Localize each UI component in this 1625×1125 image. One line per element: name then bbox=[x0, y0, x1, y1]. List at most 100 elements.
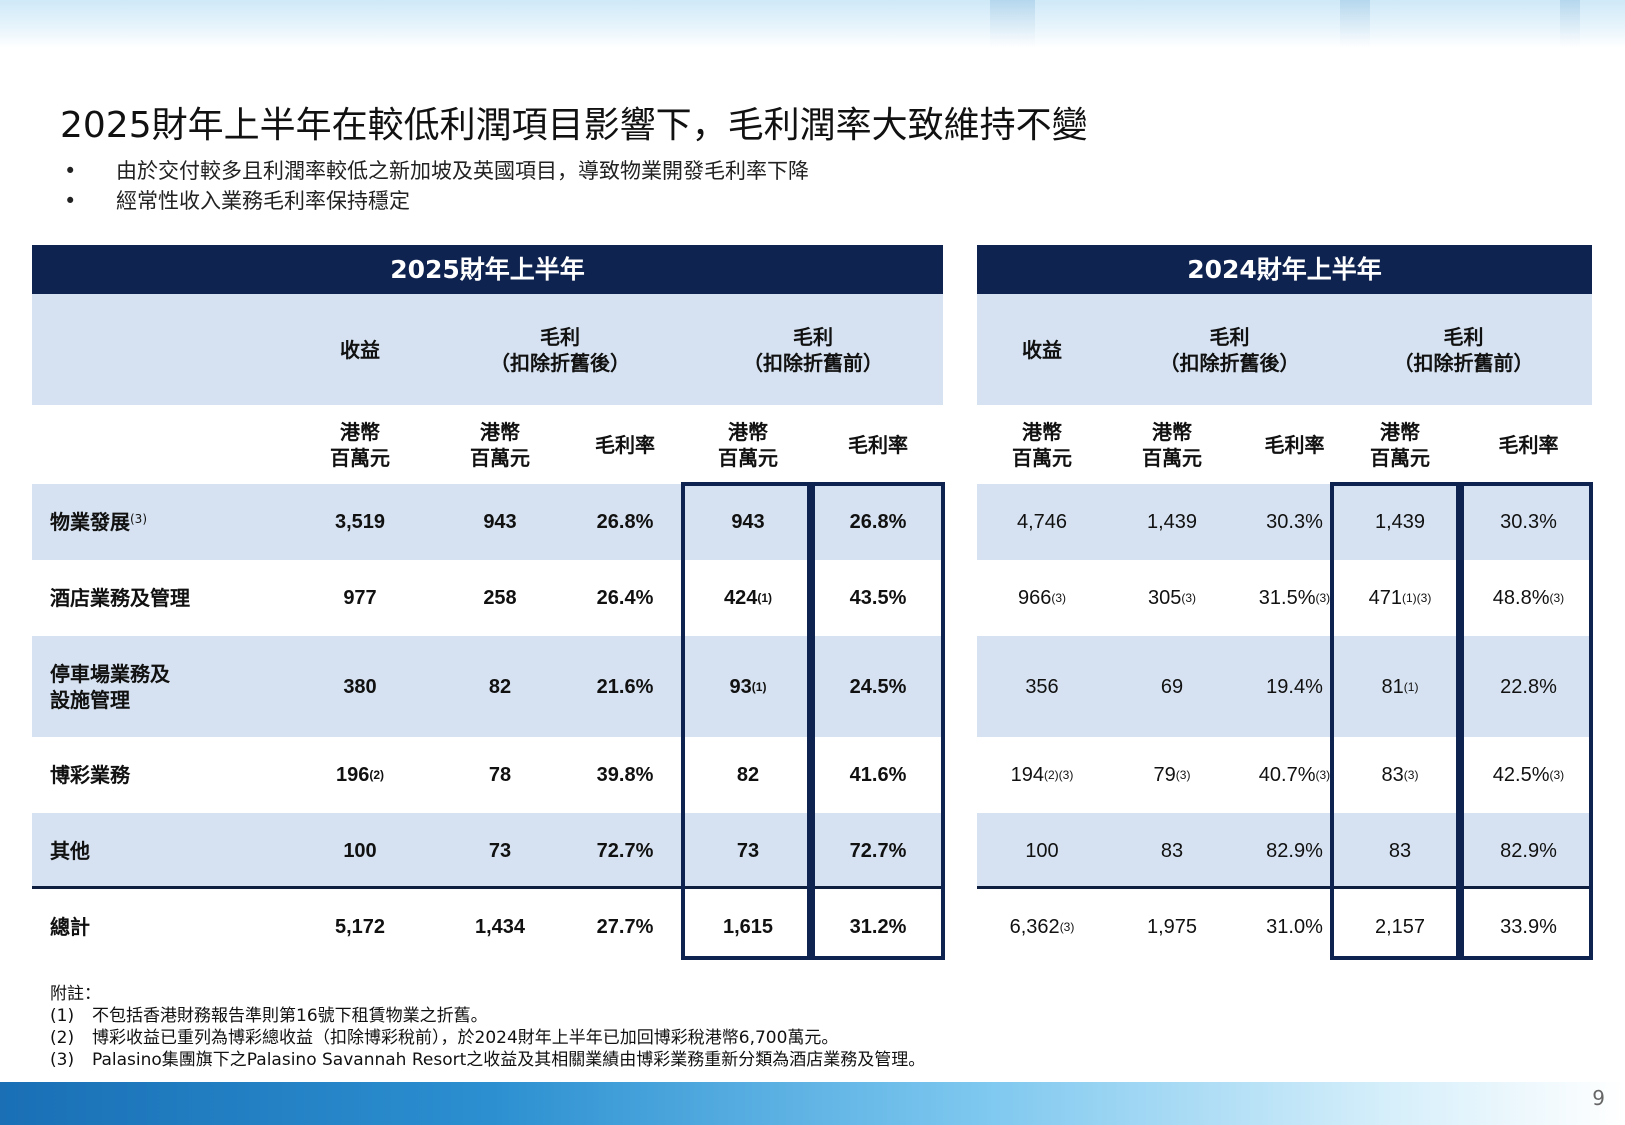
value-cell-fy25: 31.2% bbox=[849, 916, 907, 938]
bullet-item: • 由於交付較多且利潤率較低之新加坡及英國項目，導致物業開發毛利率下降 bbox=[64, 156, 809, 186]
header-gp-after-fy24: 毛利 （扣除折舊後） bbox=[1159, 324, 1300, 375]
value-cell-fy25: 26.4% bbox=[596, 587, 654, 609]
value-cell-fy25: 72.7% bbox=[596, 839, 654, 862]
header-revenue-fy24: 收益 bbox=[1022, 337, 1062, 362]
banner-block bbox=[1560, 0, 1580, 48]
row-band bbox=[32, 636, 943, 737]
row-label: 物業發展(3) bbox=[50, 510, 147, 534]
period-header-fy25: 2025財年上半年 bbox=[32, 245, 943, 294]
value-cell-fy25: 43.5% bbox=[849, 587, 907, 609]
row-band bbox=[32, 813, 943, 888]
value-cell-fy24: 305 (3) bbox=[1147, 587, 1197, 609]
value-cell-fy24: 69 bbox=[1160, 675, 1184, 698]
total-separator bbox=[977, 886, 1592, 889]
value-cell-fy25: 943 bbox=[483, 511, 517, 533]
value-cell-fy24: 194 (2)(3) bbox=[1010, 764, 1074, 786]
footnotes-title: 附註： bbox=[50, 984, 101, 1004]
row-band bbox=[32, 484, 943, 560]
page-number: 9 bbox=[1592, 1086, 1605, 1110]
row-label: 總計 bbox=[50, 915, 90, 939]
row-label: 酒店業務及管理 bbox=[50, 586, 190, 610]
row-band bbox=[977, 636, 1592, 737]
value-cell-fy24: 42.5% (3) bbox=[1492, 764, 1565, 786]
banner-block bbox=[990, 0, 1035, 48]
header-margin-fy25: 毛利率 bbox=[848, 432, 908, 457]
value-cell-fy24: 48.8% (3) bbox=[1492, 587, 1565, 609]
highlight-column-box bbox=[811, 482, 945, 960]
value-cell-fy25: 26.8% bbox=[596, 511, 654, 533]
value-cell-fy24: 6,362 (3) bbox=[1009, 916, 1075, 938]
period-header-fy24: 2024財年上半年 bbox=[977, 245, 1592, 294]
value-cell-fy24: 30.3% bbox=[1500, 511, 1557, 533]
value-cell-fy24: 19.4% bbox=[1266, 675, 1323, 698]
value-cell-fy24: 356 bbox=[1025, 675, 1059, 698]
header-unit-fy24: 港幣 百萬元 bbox=[1012, 419, 1072, 470]
highlight-column-box bbox=[1460, 482, 1593, 960]
value-cell-fy24: 471 (1)(3) bbox=[1368, 587, 1432, 609]
value-cell-fy25: 380 bbox=[343, 675, 377, 698]
highlight-column-box bbox=[1330, 482, 1460, 960]
header-gp-before-fy25: 毛利 （扣除折舊前） bbox=[743, 324, 883, 375]
value-cell-fy24: 4,746 bbox=[1016, 511, 1068, 533]
value-cell-fy24: 22.8% bbox=[1500, 675, 1557, 698]
value-cell-fy24: 79 (3) bbox=[1153, 764, 1191, 786]
header-unit-fy25: 港幣 百萬元 bbox=[470, 419, 530, 470]
value-cell-fy24: 31.0% bbox=[1266, 916, 1323, 938]
footer-banner bbox=[0, 1082, 1625, 1125]
header-margin-fy24: 毛利率 bbox=[1498, 432, 1559, 457]
footnote: (3) Palasino集團旗下之Palasino Savannah Resort… bbox=[50, 1050, 926, 1070]
bullet-dot: • bbox=[64, 189, 77, 213]
value-cell-fy25: 196 (2) bbox=[335, 764, 385, 786]
total-separator bbox=[32, 886, 943, 889]
row-band bbox=[32, 294, 943, 405]
bullet-list: • 由於交付較多且利潤率較低之新加坡及英國項目，導致物業開發毛利率下降 • 經常性收… bbox=[64, 156, 809, 216]
value-cell-fy25: 1,615 bbox=[722, 916, 774, 938]
bullet-dot: • bbox=[64, 159, 77, 183]
header-margin-fy24: 毛利率 bbox=[1264, 432, 1325, 457]
value-cell-fy24: 30.3% bbox=[1266, 511, 1323, 533]
value-cell-fy24: 31.5% (3) bbox=[1258, 587, 1331, 609]
header-unit-fy24: 港幣 百萬元 bbox=[1142, 419, 1202, 470]
value-cell-fy25: 258 bbox=[483, 587, 517, 609]
value-cell-fy24: 1,975 bbox=[1146, 916, 1198, 938]
bullet-item: • 經常性收入業務毛利率保持穩定 bbox=[64, 186, 809, 216]
value-cell-fy25: 72.7% bbox=[849, 839, 907, 862]
row-band bbox=[977, 484, 1592, 560]
banner-block bbox=[1340, 0, 1370, 48]
value-cell-fy25: 73 bbox=[488, 839, 512, 862]
footnote: (1) 不包括香港財務報告準則第16號下租賃物業之折舊。 bbox=[50, 1006, 488, 1026]
footnotes: 附註： (1) 不包括香港財務報告準則第16號下租賃物業之折舊。 (2) 博彩收益已… bbox=[50, 983, 925, 1071]
header-gp-before-fy24: 毛利 （扣除折舊前） bbox=[1393, 324, 1534, 375]
value-cell-fy25: 424 (1) bbox=[723, 587, 773, 609]
value-cell-fy25: 977 bbox=[343, 587, 377, 609]
header-revenue-fy25: 收益 bbox=[340, 337, 380, 362]
value-cell-fy24: 83 bbox=[1160, 839, 1184, 862]
value-cell-fy25: 5,172 bbox=[334, 916, 386, 938]
value-cell-fy25: 27.7% bbox=[596, 916, 654, 938]
header-gp-after-fy25: 毛利 （扣除折舊後） bbox=[490, 324, 630, 375]
page-title: 2025財年上半年在較低利潤項目影響下，毛利潤率大致維持不變 bbox=[60, 105, 1088, 146]
value-cell-fy24: 1,439 bbox=[1146, 511, 1198, 533]
value-cell-fy25: 21.6% bbox=[596, 675, 654, 698]
row-label: 其他 bbox=[50, 838, 90, 863]
value-cell-fy25: 26.8% bbox=[849, 511, 907, 533]
value-cell-fy25: 3,519 bbox=[334, 511, 386, 533]
header-margin-fy25: 毛利率 bbox=[595, 432, 655, 457]
value-cell-fy24: 82.9% bbox=[1266, 839, 1323, 862]
value-cell-fy25: 24.5% bbox=[849, 675, 907, 698]
value-cell-fy25: 73 bbox=[736, 839, 760, 862]
value-cell-fy24: 82.9% bbox=[1500, 839, 1557, 862]
top-banner bbox=[0, 0, 1625, 48]
header-unit-fy24: 港幣 百萬元 bbox=[1370, 419, 1430, 470]
value-cell-fy25: 82 bbox=[488, 675, 512, 698]
header-unit-fy25: 港幣 百萬元 bbox=[718, 419, 778, 470]
footnote: (2) 博彩收益已重列為博彩總收益（扣除博彩稅前），於2024財年上半年已加回博彩… bbox=[50, 1028, 839, 1048]
header-unit-fy25: 港幣 百萬元 bbox=[330, 419, 390, 470]
value-cell-fy24: 2,157 bbox=[1374, 916, 1426, 938]
value-cell-fy24: 33.9% bbox=[1500, 916, 1557, 938]
row-label: 博彩業務 bbox=[50, 763, 130, 787]
value-cell-fy25: 93 (1) bbox=[729, 675, 767, 698]
value-cell-fy25: 78 bbox=[488, 764, 512, 786]
value-cell-fy24: 40.7% (3) bbox=[1258, 764, 1331, 786]
value-cell-fy25: 82 bbox=[736, 764, 760, 786]
